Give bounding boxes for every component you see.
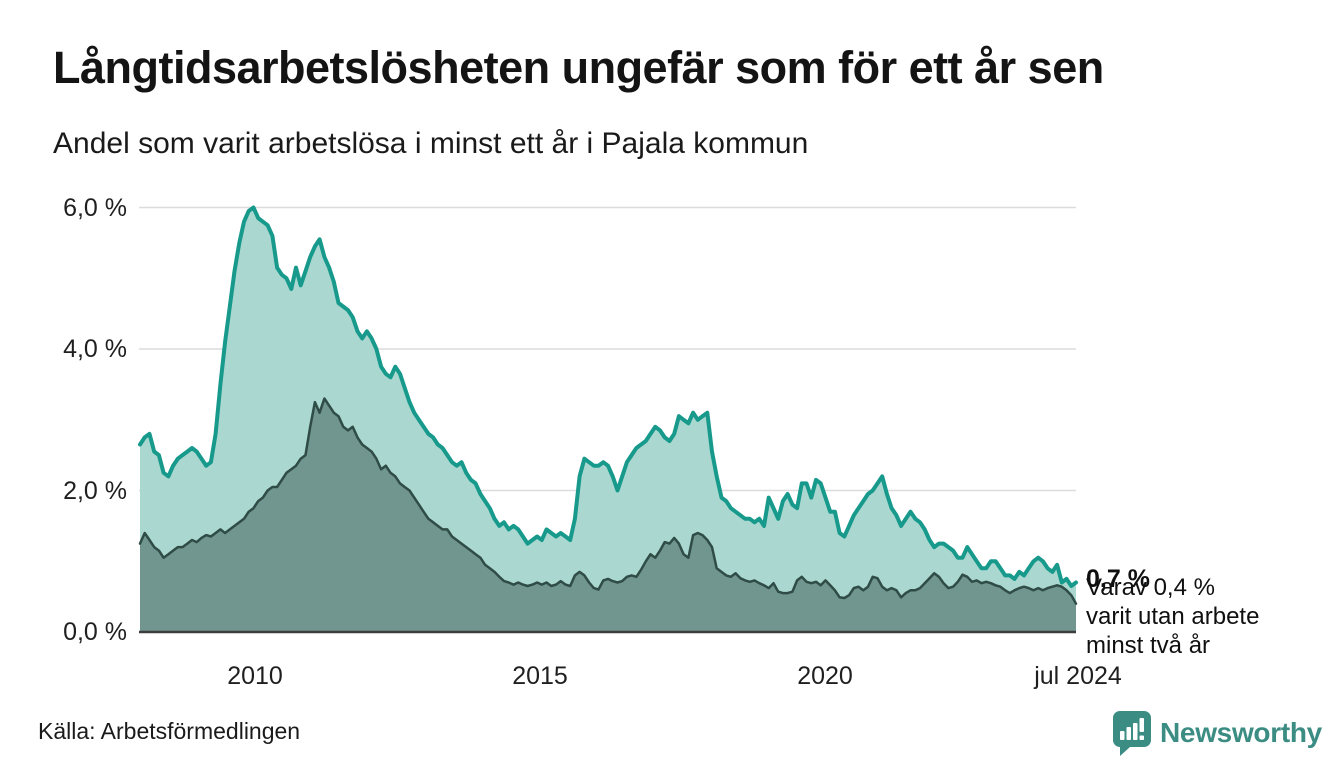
- y-tick-2: 2,0 %: [63, 476, 127, 505]
- last-value-label: 0,7 %: [1086, 565, 1150, 593]
- page-title: Långtidsarbetslösheten ungefär som för e…: [53, 42, 1104, 93]
- source-credit: Källa: Arbetsförmedlingen: [38, 718, 301, 744]
- y-tick-0: 0,0 %: [63, 618, 127, 646]
- two-year-annotation: Varav 0,4 % varit utan arbete minst två …: [1086, 573, 1259, 660]
- area-line-two-year: [138, 397, 1078, 605]
- x-tick-jul-2024: jul 2024: [1034, 662, 1122, 690]
- area-line-one-year: [138, 205, 1078, 588]
- annotation-line-2: varit utan arbete: [1086, 603, 1260, 630]
- newsworthy-wordmark: Newsworthy: [1160, 717, 1322, 748]
- x-tick-2015: 2015: [512, 662, 568, 690]
- newsworthy-logo: Newsworthy: [1112, 710, 1322, 756]
- annotation-line-1: Varav 0,4 %: [1086, 574, 1215, 601]
- newsworthy-bubble-icon: [1113, 711, 1151, 756]
- x-tick-2010: 2010: [227, 662, 283, 690]
- x-tick-2020: 2020: [797, 662, 853, 690]
- y-tick-4: 4,0 %: [63, 335, 127, 363]
- y-tick-6: 6,0 %: [63, 193, 127, 222]
- annotation-line-3: minst två år: [1086, 632, 1211, 659]
- page-subtitle: Andel som varit arbetslösa i minst ett å…: [53, 127, 809, 160]
